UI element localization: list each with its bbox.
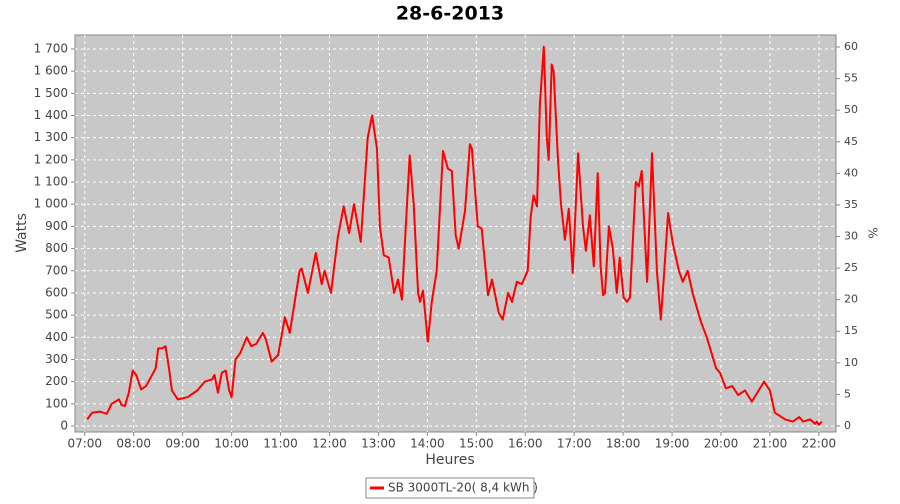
x-tick-label: 14:00 (410, 437, 445, 451)
y-tick-label: 300 (45, 352, 68, 366)
y2-tick-label: 35 (844, 198, 858, 211)
y2-tick-label: 60 (844, 40, 858, 53)
y2-tick-label: 30 (844, 230, 858, 243)
x-tick-label: 12:00 (312, 437, 347, 451)
y-tick-label: 1 200 (34, 152, 68, 166)
legend-label: SB 3000TL-20( 8,4 kWh ) (388, 481, 538, 495)
x-axis-label: Heures (425, 452, 474, 468)
x-tick-label: 22:00 (802, 437, 837, 451)
y2-tick-label: 20 (844, 293, 858, 306)
y2-tick-label: 40 (844, 166, 858, 179)
x-tick-label: 21:00 (753, 437, 788, 451)
y-tick-label: 1 100 (34, 175, 68, 189)
y-axis-label: Watts (14, 213, 30, 253)
x-tick-label: 19:00 (655, 437, 690, 451)
y-tick-label: 1 000 (34, 197, 68, 211)
y-tick-label: 1 300 (34, 130, 68, 144)
y2-tick-label: 5 (844, 387, 851, 400)
x-tick-label: 18:00 (606, 437, 641, 451)
y-tick-label: 900 (45, 219, 68, 233)
x-tick-label: 10:00 (214, 437, 249, 451)
x-tick-label: 17:00 (557, 437, 592, 451)
y2-tick-label: 50 (844, 103, 858, 116)
y-tick-label: 1 400 (34, 108, 68, 122)
y-tick-label: 400 (45, 330, 68, 344)
y-tick-label: 1 600 (34, 64, 68, 78)
y2-tick-label: 55 (844, 72, 858, 85)
y2-tick-label: 10 (844, 356, 858, 369)
x-tick-label: 07:00 (67, 437, 102, 451)
y-tick-label: 500 (45, 308, 68, 322)
y-tick-label: 1 500 (34, 86, 68, 100)
x-tick-label: 09:00 (165, 437, 200, 451)
x-tick-label: 16:00 (508, 437, 543, 451)
legend (365, 477, 535, 499)
y-tick-label: 100 (45, 396, 68, 410)
y2-tick-label: 15 (844, 324, 858, 337)
x-tick-label: 11:00 (263, 437, 298, 451)
y2-tick-label: 45 (844, 135, 858, 148)
y-tick-label: 200 (45, 374, 68, 388)
y-tick-label: 700 (45, 263, 68, 277)
y-tick-label: 0 (60, 419, 68, 433)
chart-title: 28-6-2013 (396, 3, 504, 25)
x-tick-label: 20:00 (704, 437, 739, 451)
y-tick-label: 1 700 (34, 41, 68, 55)
y-tick-label: 600 (45, 285, 68, 299)
y-tick-label: 800 (45, 241, 68, 255)
x-tick-label: 08:00 (116, 437, 151, 451)
line-series (86, 45, 823, 426)
y2-tick-label: 0 (844, 419, 851, 432)
y2-axis-label: % (866, 227, 880, 238)
x-tick-label: 15:00 (459, 437, 494, 451)
y2-tick-label: 25 (844, 261, 858, 274)
x-tick-label: 13:00 (361, 437, 396, 451)
